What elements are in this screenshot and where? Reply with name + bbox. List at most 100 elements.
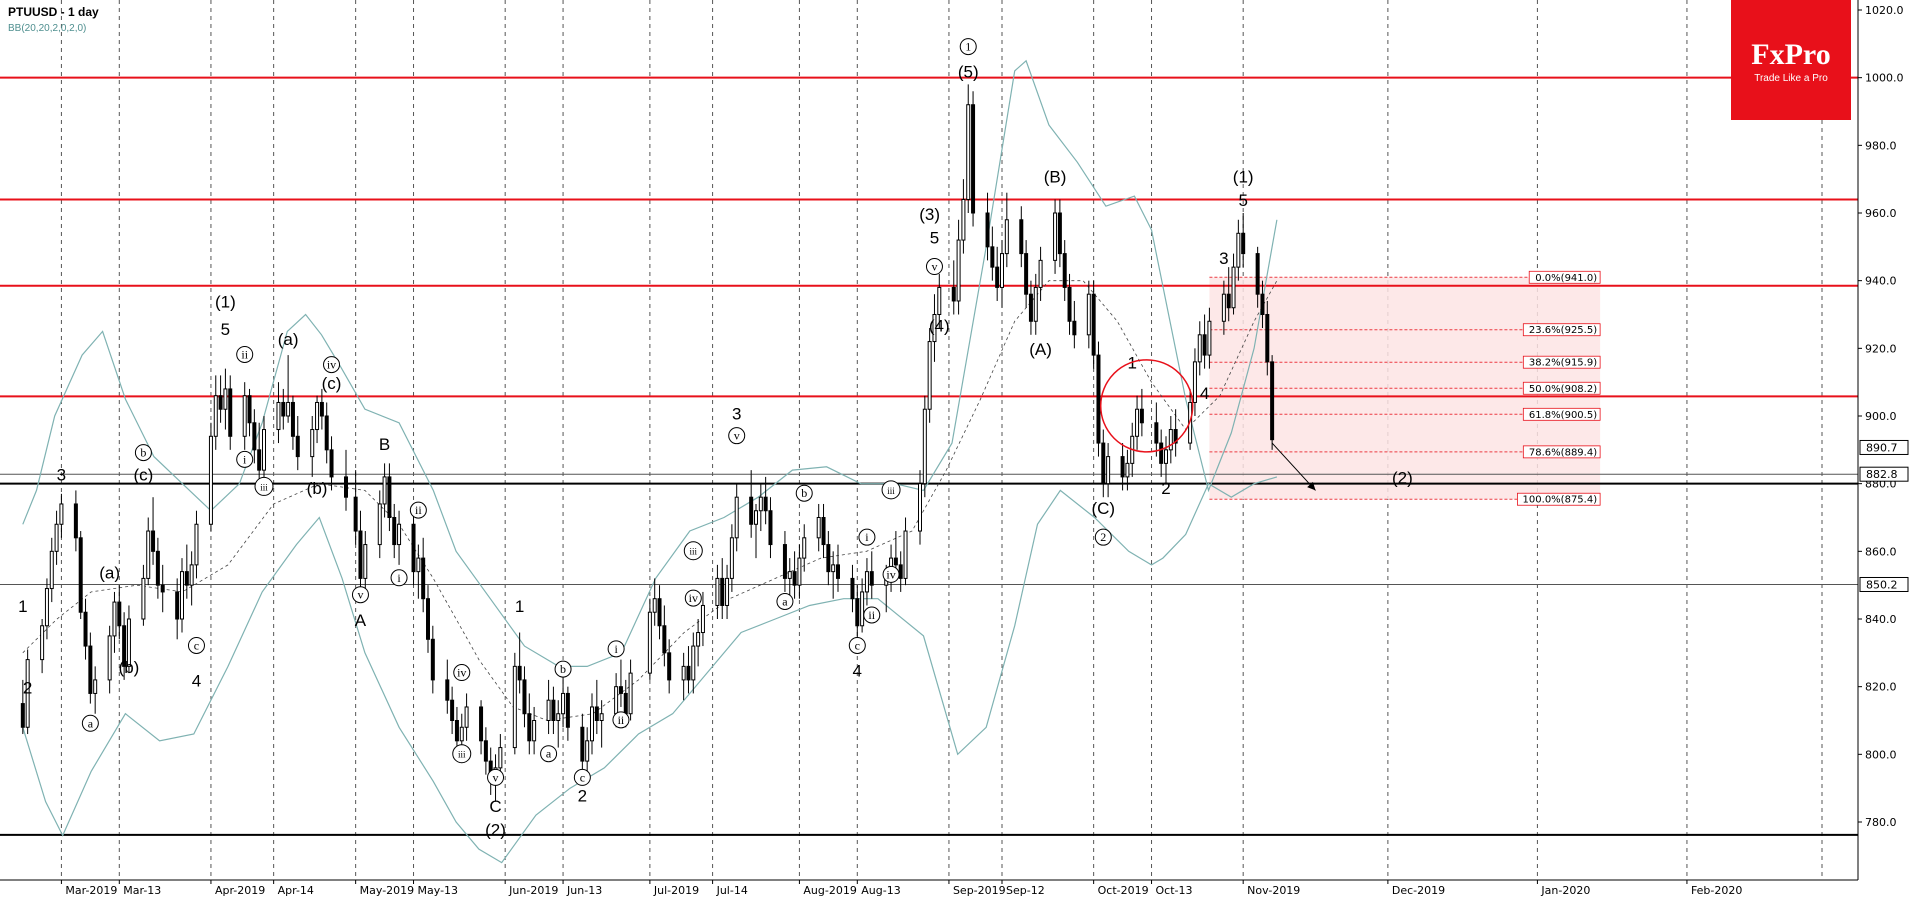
- y-tick-label: 940.0: [1865, 275, 1897, 288]
- price-tag: [1859, 466, 1909, 482]
- candle-body: [146, 530, 151, 579]
- candle-body: [218, 395, 223, 410]
- candle: [223, 368, 228, 430]
- candle-body: [725, 577, 730, 606]
- y-tick-label: 840.0: [1865, 613, 1897, 626]
- candle: [1101, 429, 1106, 498]
- wave-label: 1: [18, 597, 27, 616]
- price-tag-label: 882.8: [1866, 468, 1898, 481]
- candle-body: [821, 517, 826, 546]
- fib-level-label: 0.0%(941.0): [1535, 273, 1597, 284]
- candle-body: [1135, 408, 1140, 437]
- candle: [218, 375, 223, 423]
- wave-label: i: [243, 452, 247, 466]
- fib-label-box: [1522, 445, 1601, 459]
- wave-label: iii: [458, 750, 466, 760]
- bollinger-bands: [22, 59, 1278, 864]
- candle-body: [1192, 361, 1197, 403]
- candle-body: [363, 544, 368, 579]
- x-tick-label: Sep-2019: [953, 884, 1006, 897]
- candle: [49, 537, 54, 603]
- candle-body: [667, 652, 672, 681]
- candle-body: [618, 686, 623, 694]
- candle: [855, 585, 860, 640]
- candle: [1120, 443, 1125, 491]
- candle: [262, 416, 266, 484]
- wave-label: c: [194, 638, 199, 652]
- candle-body: [1241, 232, 1246, 255]
- indicator-label: BB(20,20,2,0,2,0): [8, 23, 86, 34]
- candle-body: [1091, 293, 1096, 356]
- candle-body: [951, 286, 956, 302]
- candle-body: [1120, 456, 1125, 478]
- wave-label: ii: [415, 503, 422, 517]
- wave-label-circle: [776, 592, 794, 610]
- candle-body: [922, 408, 927, 485]
- x-tick-label: Jun-2019: [508, 884, 558, 897]
- candle-body: [479, 706, 484, 742]
- wave-label: b: [560, 662, 566, 676]
- candle-body: [836, 564, 840, 579]
- x-tick-label: Sep-12: [1006, 884, 1045, 897]
- candle-body: [160, 584, 165, 593]
- wave-label: (1): [1233, 168, 1254, 187]
- wave-label: 4: [1200, 384, 1209, 403]
- candle: [324, 402, 329, 464]
- y-tick-label: 960.0: [1865, 207, 1897, 220]
- candle-body: [1226, 293, 1231, 309]
- wave-label: i: [614, 642, 618, 656]
- candle-body: [194, 523, 199, 566]
- candle-body: [754, 510, 758, 525]
- fib-label-box: [1517, 492, 1601, 506]
- candle: [1159, 429, 1164, 477]
- candle-body: [189, 564, 194, 586]
- x-tick-label: Apr-14: [278, 884, 314, 897]
- wave-label-circle: [612, 711, 630, 729]
- fib-label-box: [1522, 323, 1601, 337]
- wave-label: (C): [1091, 499, 1115, 518]
- wave-label-circle: [684, 589, 702, 607]
- wave-label: (1): [215, 293, 236, 312]
- candle: [1028, 280, 1033, 335]
- candle-body: [686, 665, 691, 681]
- price-tag-label: 890.7: [1866, 441, 1898, 454]
- wave-label-circle: [882, 565, 900, 583]
- candle: [242, 382, 247, 450]
- wave-label: v: [734, 429, 740, 443]
- candle: [546, 679, 551, 735]
- candle: [990, 226, 995, 281]
- wave-label: c: [580, 770, 585, 784]
- candle: [126, 605, 131, 674]
- candle: [194, 510, 199, 579]
- candle: [599, 700, 604, 748]
- x-tick-label: Oct-13: [1156, 884, 1193, 897]
- candle-body: [324, 415, 329, 451]
- candle: [1106, 443, 1111, 498]
- candle: [956, 219, 961, 315]
- candle-body: [826, 544, 831, 573]
- y-tick-label: 1020.0: [1865, 4, 1904, 17]
- wave-label: (c): [133, 465, 153, 484]
- candle: [1033, 273, 1038, 335]
- candle: [286, 355, 291, 423]
- wave-label: iv: [886, 567, 895, 581]
- wave-labels: 123a(a)(b)b(c)c4(1)5iiiiii(a)(b)iv(c)vAB…: [18, 38, 1413, 840]
- candle: [522, 666, 527, 728]
- candle: [821, 503, 826, 559]
- candle-body: [54, 523, 59, 552]
- candle: [782, 531, 787, 592]
- candle-body: [1265, 314, 1270, 363]
- candle: [758, 483, 763, 532]
- candle: [512, 652, 517, 755]
- candle: [387, 463, 392, 532]
- candle-body: [1173, 429, 1178, 444]
- candle-body: [141, 577, 146, 620]
- wave-label-circle: [409, 501, 427, 519]
- candle: [93, 666, 98, 714]
- candle: [691, 632, 696, 694]
- y-tick-label: 980.0: [1865, 139, 1897, 152]
- candle-body: [20, 703, 25, 728]
- candle-body: [787, 571, 792, 579]
